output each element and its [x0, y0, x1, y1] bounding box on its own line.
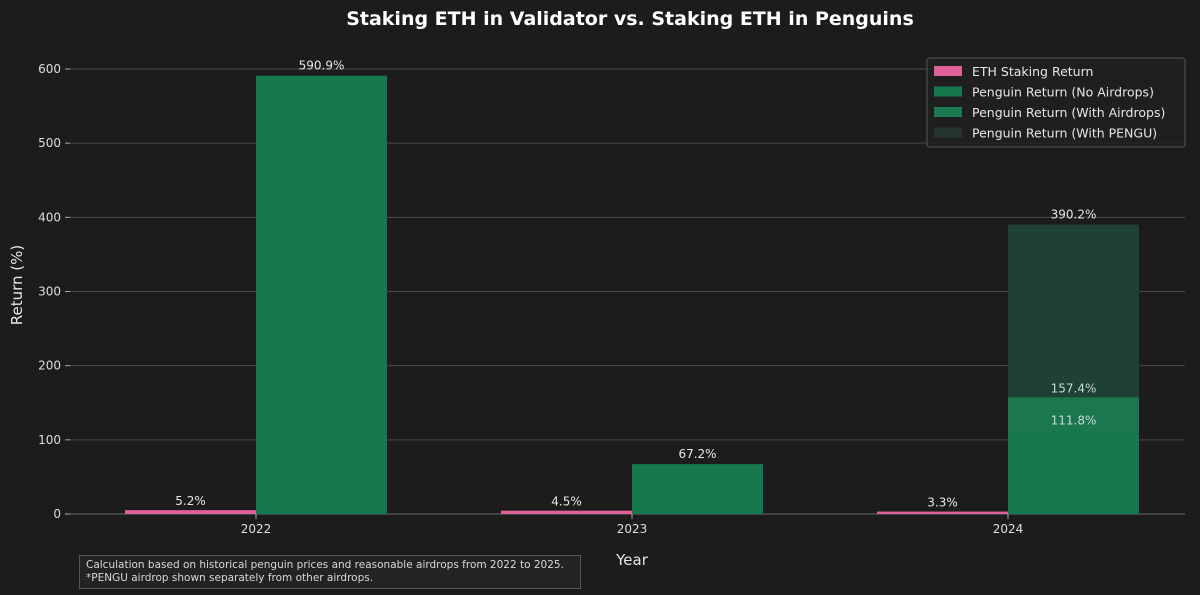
legend-label: ETH Staking Return	[972, 64, 1093, 79]
footnote-line-2: *PENGU airdrop shown separately from oth…	[86, 572, 374, 584]
y-tick-label: 500	[38, 136, 61, 150]
legend-swatch	[934, 107, 962, 117]
legend-label: Penguin Return (With PENGU)	[972, 126, 1157, 141]
x-tick-label: 2023	[617, 522, 648, 536]
legend-swatch	[934, 127, 962, 138]
bar-penguin-no-airdrops	[1008, 431, 1139, 514]
legend-label: Penguin Return (With Airdrops)	[972, 105, 1165, 120]
legend-box	[926, 57, 1186, 148]
y-tick-label: 600	[38, 62, 61, 76]
footnote-line-1: Calculation based on historical penguin …	[86, 559, 564, 571]
y-tick-label: 400	[38, 210, 61, 224]
y-tick-label: 0	[53, 507, 61, 521]
x-tick-label: 2022	[241, 522, 272, 536]
footnote-box: Calculation based on historical penguin …	[79, 555, 581, 589]
bar-eth-staking	[877, 511, 1008, 514]
legend: ETH Staking Return Penguin Return (No Air…	[926, 57, 1186, 148]
y-tick-label: 200	[38, 359, 61, 373]
data-label-penguin-no-airdrops: 67.2%	[678, 447, 716, 461]
data-label-penguin-no-airdrops: 590.9%	[299, 59, 345, 73]
bar-eth-staking	[125, 510, 256, 514]
y-axis-label: Return (%)	[8, 245, 26, 326]
bar-penguin-no-airdrops	[256, 75, 387, 514]
legend-swatch	[934, 66, 962, 76]
data-label-eth: 5.2%	[175, 494, 206, 508]
x-axis-label: Year	[615, 551, 649, 569]
y-axis-ticks: 0 100 200 300 400 500 600	[38, 62, 70, 521]
data-label-eth: 3.3%	[927, 496, 958, 510]
legend-label: Penguin Return (No Airdrops)	[972, 85, 1154, 100]
x-tick-label: 2024	[993, 522, 1024, 536]
data-label-penguin-with-pengu: 390.2%	[1051, 208, 1097, 222]
legend-swatch	[934, 86, 962, 97]
data-label-penguin-no-airdrops: 111.8%	[1051, 413, 1097, 427]
x-axis-ticks: 2022 2023 2024	[241, 514, 1024, 536]
bar-eth-staking	[501, 510, 632, 514]
y-tick-label: 100	[38, 433, 61, 447]
bar-penguin-no-airdrops	[632, 464, 763, 514]
data-label-penguin-with-airdrops: 157.4%	[1051, 381, 1097, 395]
y-tick-label: 300	[38, 285, 61, 299]
data-label-eth: 4.5%	[551, 495, 582, 509]
gridlines	[70, 68, 1185, 515]
bars: 5.2% 590.9% 4.5% 67.2% 3.3% 390.2% 157.4% 111.8…	[125, 59, 1139, 514]
chart-title: Staking ETH in Validator vs. Staking ETH…	[346, 8, 914, 30]
